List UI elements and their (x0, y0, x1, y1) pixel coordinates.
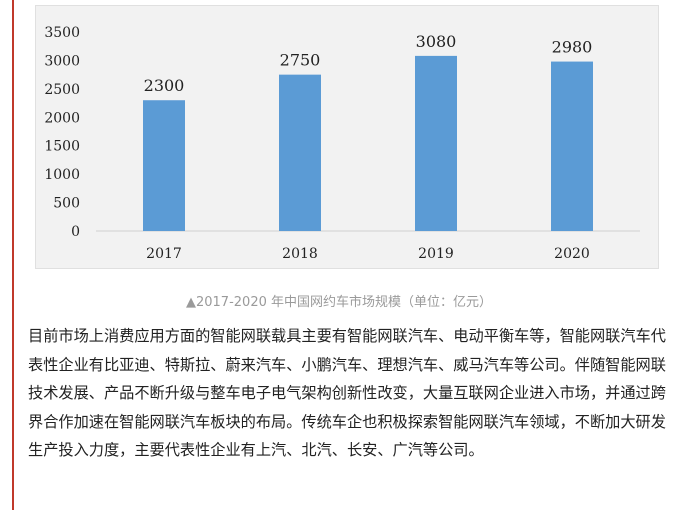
data-label-2020: 2980 (552, 38, 593, 57)
y-tick-label: 3500 (44, 25, 80, 41)
body-paragraph: 目前市场上消费应用方面的智能网联载具主要有智能网联汽车、电动平衡车等，智能网联汽… (28, 327, 666, 459)
data-label-2017: 2300 (144, 76, 185, 95)
chart-caption: ▲2017-2020 年中国网约车市场规模（单位：亿元） (186, 295, 492, 310)
data-label-2019: 3080 (416, 32, 457, 51)
bar-2019 (415, 55, 457, 231)
y-tick-label: 2000 (44, 110, 80, 126)
y-tick-label: 1500 (44, 139, 80, 155)
y-tick-label: 0 (71, 224, 80, 240)
x-tick-label-2019: 2019 (418, 246, 454, 262)
y-tick-label: 500 (53, 196, 80, 212)
y-tick-label: 2500 (44, 82, 80, 98)
x-tick-label-2020: 2020 (554, 246, 590, 262)
bar-2017 (143, 100, 185, 231)
bar-2018 (279, 74, 321, 232)
data-label-2018: 2750 (280, 51, 321, 70)
bar-chart: 0 500 1000 1500 2000 2500 3000 3500 2300 2750 308… (35, 5, 659, 269)
x-tick-label-2018: 2018 (282, 246, 318, 262)
y-tick-label: 3000 (44, 53, 80, 69)
bar-2020 (551, 61, 593, 231)
x-tick-label-2017: 2017 (146, 246, 182, 262)
left-accent-rule (12, 0, 14, 510)
bar-chart-svg: 0 500 1000 1500 2000 2500 3000 3500 2300 2750 308… (44, 25, 640, 262)
y-tick-label: 1000 (44, 167, 80, 183)
